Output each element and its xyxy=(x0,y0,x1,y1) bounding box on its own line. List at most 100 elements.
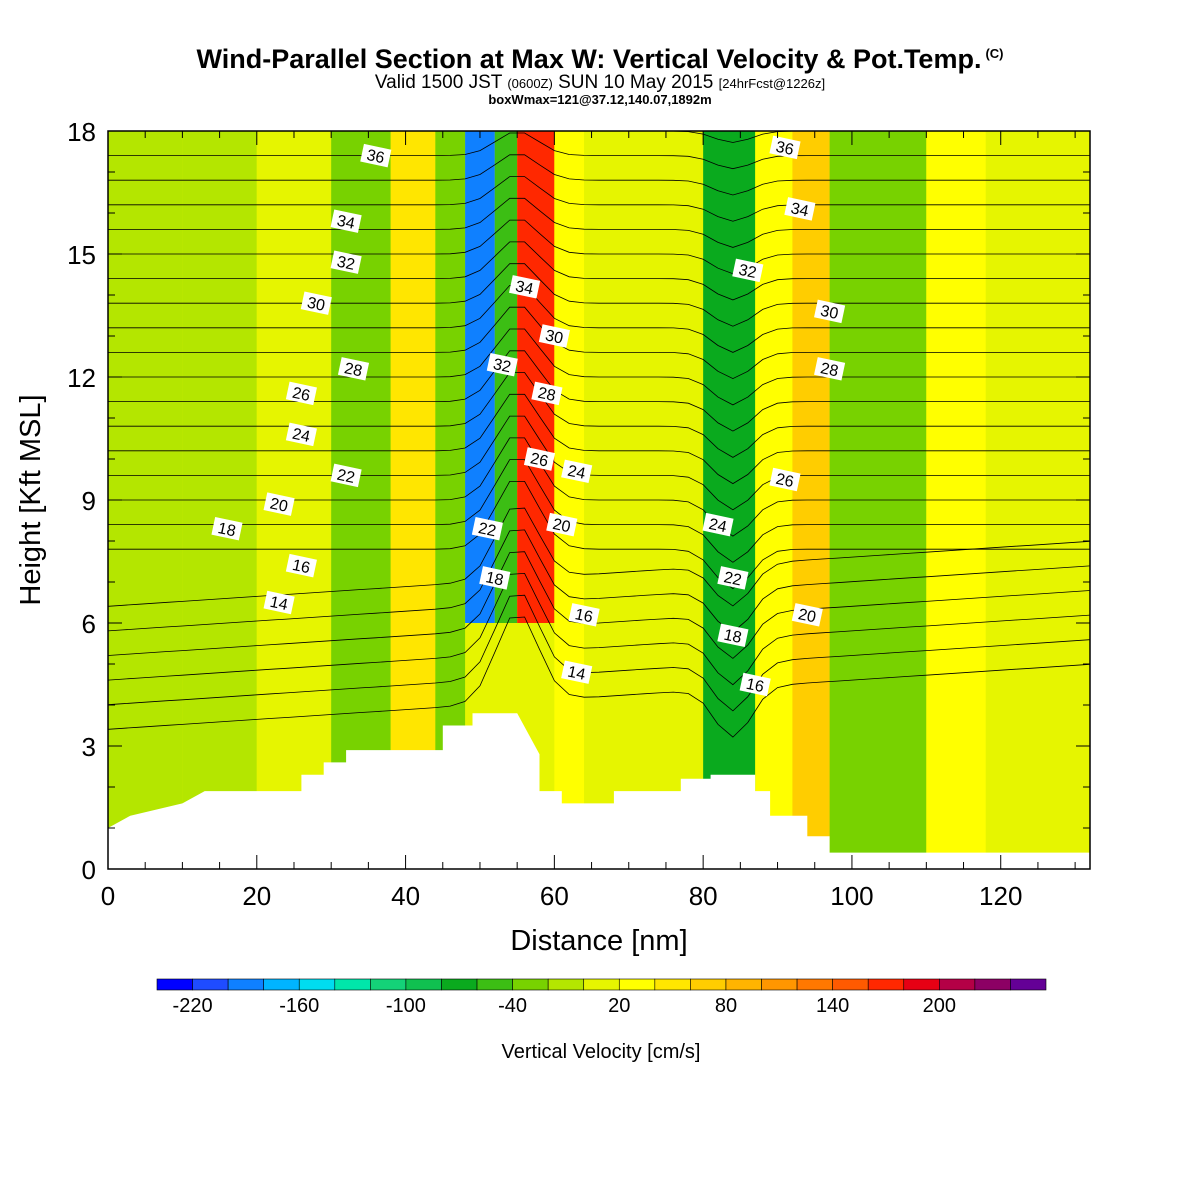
x-tick-label: 40 xyxy=(391,881,420,911)
isentrope-label: 14 xyxy=(561,660,593,684)
svg-text:30: 30 xyxy=(819,303,840,323)
chart-subtitle: Valid 1500 JST (0600Z) SUN 10 May 2015 [… xyxy=(374,72,826,93)
svg-text:18: 18 xyxy=(216,520,237,540)
isentrope-line xyxy=(108,263,1090,327)
colorbar-swatch xyxy=(654,978,691,991)
colorbar-swatch xyxy=(334,978,371,991)
colorbar-tick-label: -100 xyxy=(386,995,426,1017)
isentrope-label: 16 xyxy=(285,553,317,578)
isentrope-label: 18 xyxy=(479,566,511,590)
isentrope-label: 18 xyxy=(211,516,243,541)
colorbar-swatch xyxy=(725,978,762,991)
colorbar-swatch xyxy=(832,978,869,991)
isentrope-line xyxy=(108,219,1090,275)
y-tick-label: 18 xyxy=(67,117,96,147)
colorbar-tick-label: -160 xyxy=(279,995,319,1017)
isentrope-line xyxy=(108,197,1090,248)
svg-text:28: 28 xyxy=(819,360,840,380)
x-axis: 0 20 40 60 80 100 120 xyxy=(101,131,1076,911)
y-tick-label: 12 xyxy=(67,363,96,393)
isentrope-line xyxy=(108,372,1090,458)
colorbar-label: Vertical Velocity [cm/s] xyxy=(502,1041,701,1063)
isentrope-line xyxy=(108,572,1090,686)
isentrope-line xyxy=(108,459,1090,563)
y-tick-label: 15 xyxy=(67,240,96,270)
svg-text:22: 22 xyxy=(477,520,498,540)
x-tick-label: 20 xyxy=(242,881,271,911)
isentrope-line xyxy=(108,306,1090,380)
colorbar-swatch xyxy=(583,978,620,991)
colorbar-swatch xyxy=(939,978,976,991)
svg-text:34: 34 xyxy=(789,200,810,220)
svg-text:32: 32 xyxy=(737,262,758,282)
isentrope-label: 24 xyxy=(702,512,734,537)
velocity-cell xyxy=(703,131,756,869)
x-axis-label: Distance [nm] xyxy=(510,925,687,957)
isentrope-label: 26 xyxy=(769,467,801,492)
isentrope-line xyxy=(108,415,1090,511)
isentrope-label: 22 xyxy=(330,463,362,488)
isentrope-line xyxy=(108,350,1090,432)
velocity-cell xyxy=(755,131,793,869)
colorbar-swatch xyxy=(227,978,264,991)
colorbar-swatch xyxy=(298,978,336,991)
isentrope-label: 34 xyxy=(509,275,541,299)
isentrope-label: 16 xyxy=(568,603,600,627)
isentrope-line xyxy=(108,285,1090,353)
y-tick-label: 6 xyxy=(82,609,96,639)
colorbar-tick-label: 140 xyxy=(816,995,849,1017)
isentrope-label: 28 xyxy=(337,357,370,381)
isentrope-line xyxy=(108,132,1090,170)
svg-text:32: 32 xyxy=(335,254,356,274)
isentrope-label: 28 xyxy=(531,381,563,406)
svg-text:26: 26 xyxy=(774,471,795,491)
isentrope-label: 16 xyxy=(739,672,771,697)
svg-text:28: 28 xyxy=(343,360,364,380)
svg-text:30: 30 xyxy=(544,327,565,347)
colorbar-tick-label: 80 xyxy=(715,995,737,1017)
colorbar-swatch xyxy=(761,978,798,991)
velocity-cell xyxy=(494,131,518,623)
x-tick-label: 80 xyxy=(689,881,718,911)
svg-text:20: 20 xyxy=(551,516,572,536)
svg-text:18: 18 xyxy=(722,627,743,647)
x-tick-label: 100 xyxy=(830,881,873,911)
isentrope-line xyxy=(108,616,1090,738)
colorbar-tick-label: 200 xyxy=(923,995,956,1017)
isentrope-label: 24 xyxy=(561,459,593,484)
isentrope-label: 20 xyxy=(546,512,578,537)
isentrope-line xyxy=(108,393,1090,485)
isentrope-label: 20 xyxy=(791,603,823,627)
colorbar-swatch xyxy=(370,978,407,991)
colorbar-swatch xyxy=(690,978,727,991)
isentrope-line xyxy=(108,328,1090,406)
svg-text:20: 20 xyxy=(797,606,818,626)
isentrope-label: 26 xyxy=(523,447,556,471)
colorbar-swatch xyxy=(796,978,833,991)
isentrope-label: 34 xyxy=(784,197,816,221)
isentrope-label: 18 xyxy=(717,623,749,648)
isentrope-label: 14 xyxy=(263,590,295,615)
svg-text:14: 14 xyxy=(268,594,289,614)
svg-text:26: 26 xyxy=(291,385,312,405)
isentrope-line xyxy=(108,481,1090,590)
colorbar-swatch xyxy=(1010,978,1047,991)
svg-text:16: 16 xyxy=(744,676,765,696)
colorbar-swatch xyxy=(476,978,513,991)
isentrope-label: 30 xyxy=(538,324,570,348)
isentrope-label: 34 xyxy=(330,209,362,233)
svg-text:28: 28 xyxy=(536,385,557,405)
x-tick-label: 0 xyxy=(101,881,115,911)
colorbar-swatch xyxy=(618,978,656,991)
svg-text:24: 24 xyxy=(566,463,587,483)
colorbar-swatch xyxy=(903,978,940,991)
colorbar-tick-label: 20 xyxy=(608,995,630,1017)
svg-text:16: 16 xyxy=(573,606,594,626)
isentrope-label: 22 xyxy=(471,516,503,541)
colorbar: -220 -160 -100 -40 20 80 140 200 xyxy=(156,978,1047,1017)
title-mark: (C) xyxy=(985,46,1004,61)
y-tick-label: 0 xyxy=(82,855,96,885)
isentrope-label: 22 xyxy=(717,566,749,590)
y-tick-label: 9 xyxy=(82,486,96,516)
colorbar-swatch xyxy=(441,978,478,991)
